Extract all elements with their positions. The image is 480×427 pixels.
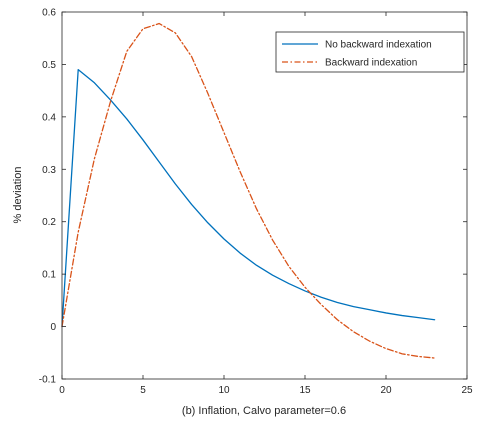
tick-layer [61,11,468,380]
legend-label-no-backward-indexation: No backward indexation [325,40,432,51]
plot-area [62,12,467,379]
x-axis-label: (b) Inflation, Calvo parameter=0.6 [182,405,346,417]
legend-box [275,31,465,73]
y-tick-label: 0.6 [42,8,56,19]
x-tick-label: 25 [461,385,473,396]
x-tick-label: 0 [59,385,65,396]
y-axis-label: % deviation [12,167,24,224]
y-tick-label: 0.2 [42,217,56,228]
x-tick-label: 5 [140,385,146,396]
series-line-no-backward-indexation [61,69,436,328]
y-tick-label: 0 [50,322,56,333]
y-tick-label: -0.1 [39,375,57,386]
x-tick-label: 15 [299,385,311,396]
y-tick-label: 0.4 [42,112,56,123]
x-tick-label: 20 [380,385,392,396]
legend-label-backward-indexation: Backward indexation [325,58,417,69]
series-layer [61,22,436,359]
y-tick-label: 0.1 [42,270,56,281]
series-line-backward-indexation [61,22,436,359]
plot-frame [61,11,468,380]
y-tick-label: 0.5 [42,60,56,71]
x-tick-label: 10 [218,385,230,396]
y-tick-label: 0.3 [42,165,56,176]
tick-label-layer: 0 5 10 15 20 25-0.100.10.20.30.40.50.6 [39,8,473,397]
legend: No backward indexation Backward indexati… [275,31,465,73]
